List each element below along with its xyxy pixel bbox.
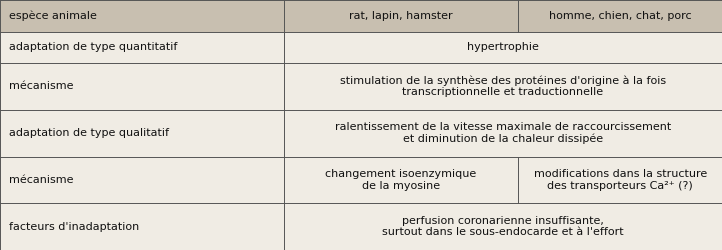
Bar	[0, 110, 722, 156]
Text: ralentissement de la vitesse maximale de raccourcissement
et diminution de la ch: ralentissement de la vitesse maximale de…	[335, 122, 671, 144]
Text: hypertrophie: hypertrophie	[467, 42, 539, 52]
Bar	[0, 203, 722, 250]
Text: facteurs d'inadaptation: facteurs d'inadaptation	[9, 222, 139, 232]
Bar	[0, 63, 722, 110]
Text: changement isoenzymique
de la myosine: changement isoenzymique de la myosine	[326, 169, 477, 191]
Text: stimulation de la synthèse des protéines d'origine à la fois
transcriptionnelle : stimulation de la synthèse des protéines…	[340, 75, 666, 98]
Text: perfusion coronarienne insuffisante,
surtout dans le sous-endocarde et à l'effor: perfusion coronarienne insuffisante, sur…	[382, 216, 624, 238]
Bar	[0, 32, 722, 63]
Text: rat, lapin, hamster: rat, lapin, hamster	[349, 11, 453, 21]
Text: espèce animale: espèce animale	[9, 10, 97, 21]
Bar	[0, 0, 722, 32]
Text: adaptation de type quantitatif: adaptation de type quantitatif	[9, 42, 177, 52]
Bar	[0, 156, 722, 203]
Text: mécanisme: mécanisme	[9, 175, 73, 185]
Text: adaptation de type qualitatif: adaptation de type qualitatif	[9, 128, 169, 138]
Text: mécanisme: mécanisme	[9, 82, 73, 92]
Text: homme, chien, chat, porc: homme, chien, chat, porc	[549, 11, 692, 21]
Text: modifications dans la structure
des transporteurs Ca²⁺ (?): modifications dans la structure des tran…	[534, 169, 707, 191]
